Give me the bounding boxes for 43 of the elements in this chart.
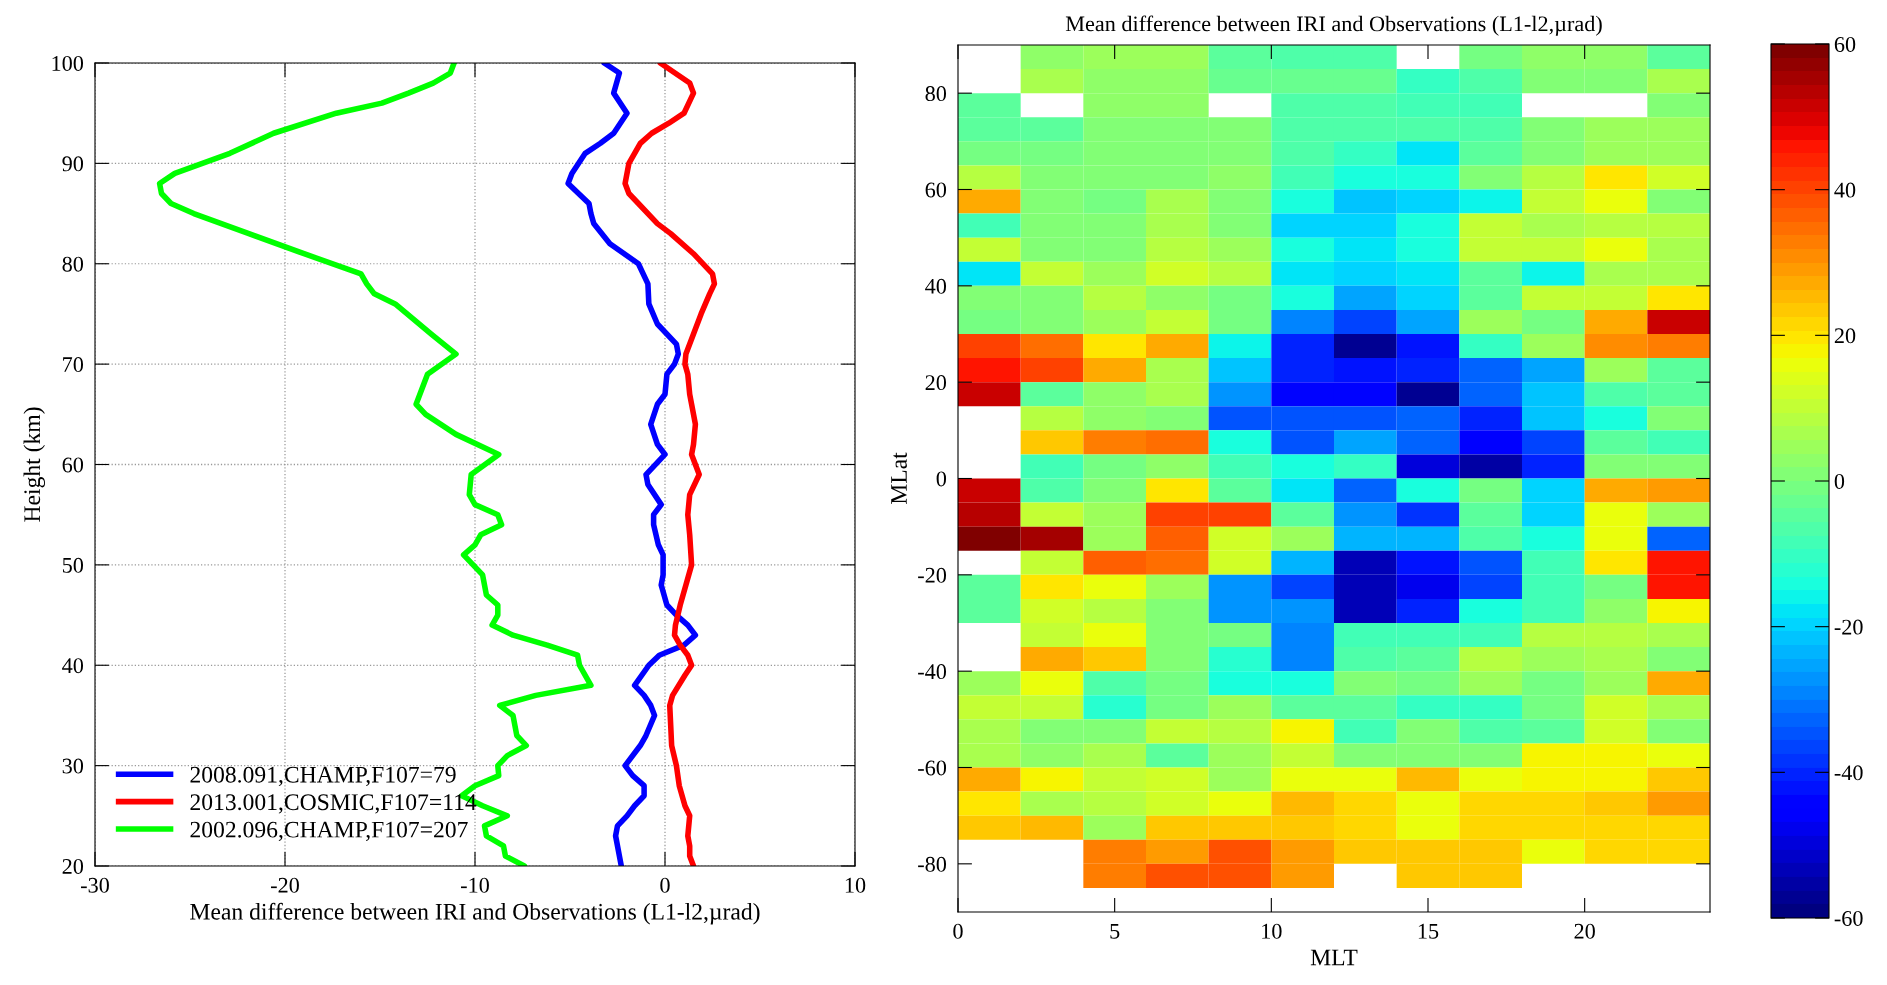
x-tick-label: 20 (1574, 923, 1595, 939)
legend-label: 2008.091,CHAMP,F107=79 (190, 766, 456, 787)
y-tick-label: 80 (62, 256, 84, 272)
y-tick-label: 40 (925, 278, 947, 294)
y-tick-label: 70 (63, 357, 84, 373)
y-tick-label: -80 (918, 856, 947, 872)
y-tick-label: -40 (918, 664, 947, 680)
color-bar-label: -60 (1834, 910, 1863, 926)
x-tick-label: 15 (1418, 923, 1439, 939)
y-axis-title: MLat (891, 452, 907, 505)
x-tick-label: -20 (271, 877, 299, 893)
color-bar-label: -40 (1834, 765, 1863, 781)
x-tick-label: -30 (81, 877, 109, 893)
x-axis-title: Mean difference between IRI and Observations (L1-l2,µrad) (190, 902, 760, 925)
legend-label: 2002.096,CHAMP,F107=207 (190, 821, 468, 841)
x-tick-label: -10 (461, 877, 489, 893)
color-bar-label: 60 (1834, 36, 1856, 52)
y-tick-label: 60 (62, 457, 84, 473)
y-tick-label: 0 (936, 471, 947, 487)
chart-title: Mean difference between IRI and Observations (L1-l2,µrad) (1065, 15, 1602, 36)
y-tick-label: 50 (62, 557, 84, 573)
y-tick-label: 20 (62, 858, 84, 874)
color-bar-label: -20 (1834, 619, 1863, 635)
legend-label: 2013.001,COSMIC,F107=114 (190, 794, 477, 814)
x-axis-title: MLT (1310, 949, 1358, 966)
y-tick-label: 40 (62, 658, 84, 674)
x-tick-label: 0 (660, 877, 670, 893)
color-bar-label: 0 (1834, 473, 1845, 489)
color-bar-label: 20 (1834, 328, 1856, 344)
y-tick-label: 60 (925, 182, 947, 198)
y-tick-label: 100 (52, 55, 84, 71)
y-tick-label: -60 (918, 760, 947, 776)
y-tick-label: 30 (62, 758, 84, 774)
y-tick-label: -20 (918, 567, 947, 583)
x-tick-label: 0 (953, 923, 963, 939)
x-tick-label: 10 (845, 877, 866, 893)
color-bar-label: 40 (1834, 182, 1856, 198)
x-tick-label: 10 (1262, 923, 1282, 939)
y-tick-label: 80 (925, 86, 947, 102)
y-tick-label: 90 (62, 156, 84, 172)
x-tick-label: 5 (1110, 923, 1120, 939)
y-tick-label: 20 (925, 375, 947, 391)
y-axis-title: Height (km) (23, 407, 45, 522)
